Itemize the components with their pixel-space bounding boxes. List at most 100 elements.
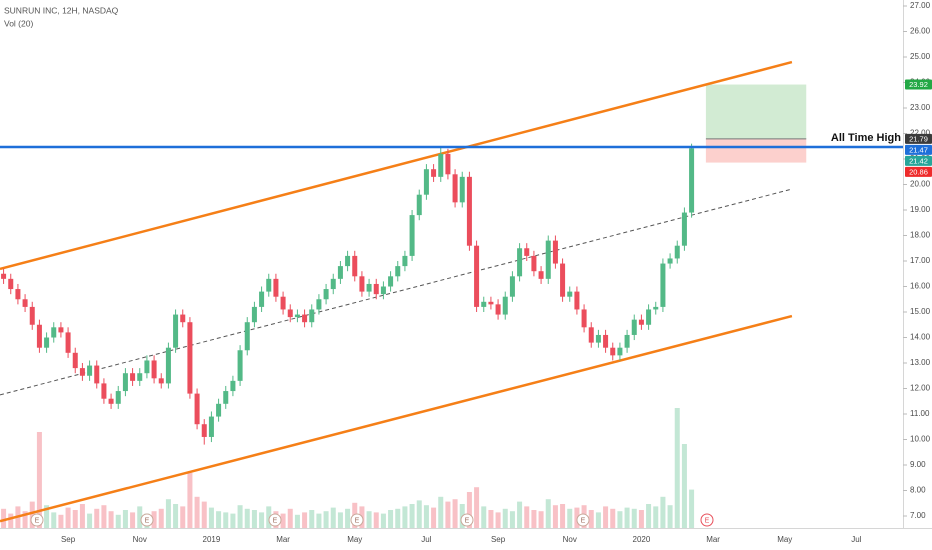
candle-body [373,283,379,295]
y-tick-label: 14.00 [910,333,931,342]
target-zone [705,84,807,139]
candle-body [173,314,179,348]
volume-bar [323,511,329,528]
candle-body [681,212,687,246]
candle-body [595,334,601,343]
price-tag [905,79,932,90]
candle-body [452,174,458,203]
price-tag [905,144,932,155]
candle-body [431,169,437,177]
volume-bar [545,499,551,528]
candle-body [603,334,609,348]
volume-bar [201,501,207,528]
volume-bar [266,506,272,528]
volume-bar [29,501,35,528]
candle-body [72,352,78,369]
candle-body [259,291,265,307]
x-tick-label: Jul [851,535,861,544]
volume-bar [402,506,408,528]
volume-bar [44,505,50,528]
y-tick-label: 9.00 [910,460,926,469]
earnings-label: E [355,517,360,524]
candle-body [474,245,480,307]
stop-zone [705,138,807,163]
volume-bar [531,510,537,528]
candle-body [122,373,128,392]
earnings-label: E [465,517,470,524]
y-tick-label: 25.00 [910,52,931,61]
candle-body [509,276,515,297]
candle-body [94,365,100,384]
volume-bar [87,513,93,528]
y-tick-label: 15.00 [910,307,931,316]
volume-bar [631,508,637,528]
x-tick-label: Nov [133,535,147,544]
x-tick-label: Sep [61,535,76,544]
volume-bar [674,408,680,528]
y-tick-label: 7.00 [910,511,926,520]
candle-body [144,360,150,374]
volume-bar [681,444,687,528]
volume-bar [638,510,644,528]
candle-body [674,245,680,259]
trend-line [0,60,793,271]
plot-area [0,60,903,528]
volume-bar [603,506,609,528]
volume-bar [689,489,695,528]
volume-bar [79,504,85,528]
candle-body [337,266,343,279]
x-tick-label: 2020 [633,535,651,544]
price-tag-label: 23.92 [909,80,928,89]
candle-body [280,296,286,310]
volume-bar [36,432,42,528]
candle-body [624,334,630,348]
volume-bar [409,504,415,528]
volume-bar [502,508,508,528]
earnings-marker [140,513,154,527]
candle-body [1,273,7,279]
candle-body [638,319,644,325]
earnings-label: E [581,517,586,524]
candle-body [345,255,351,267]
candle-body [524,248,530,256]
candle-body [366,283,372,292]
volume-bar [373,512,379,528]
candle-body [689,148,695,213]
candle-body [165,347,171,384]
volume-bar [173,504,179,528]
volume-bar [445,501,451,528]
volume-bar [216,511,222,528]
volume-bar [309,510,315,528]
volume-bar [130,512,136,528]
volume-bar [481,506,487,528]
y-tick-label: 22.00 [910,129,931,138]
earnings-marker [350,513,364,527]
volume-bar [660,496,666,528]
y-tick-label: 26.00 [910,27,931,36]
earnings-marker [460,513,474,527]
candle-body [552,240,558,264]
volume-bar [595,512,601,528]
candle-body [273,278,279,297]
candle-body [416,194,422,216]
volume-bar [509,511,515,528]
candle-body [488,301,494,305]
candle-body [660,263,666,307]
candle-body [560,263,566,297]
candle-body [302,314,308,323]
volume-bar [452,499,458,528]
candle-body [266,278,272,292]
candle-body [517,248,523,277]
volume-bar [51,512,57,528]
volume-bar [617,511,623,528]
x-tick-label: Jul [421,535,431,544]
earnings-marker [30,513,44,527]
volume-bar [667,505,673,528]
trend-line [0,188,793,396]
y-tick-label: 17.00 [910,256,931,265]
x-tick-label: May [347,535,362,544]
x-tick-label: 2019 [203,535,221,544]
volume-bar [223,512,229,528]
price-tag-label: 20.86 [909,167,928,176]
volume-bar [22,511,28,528]
